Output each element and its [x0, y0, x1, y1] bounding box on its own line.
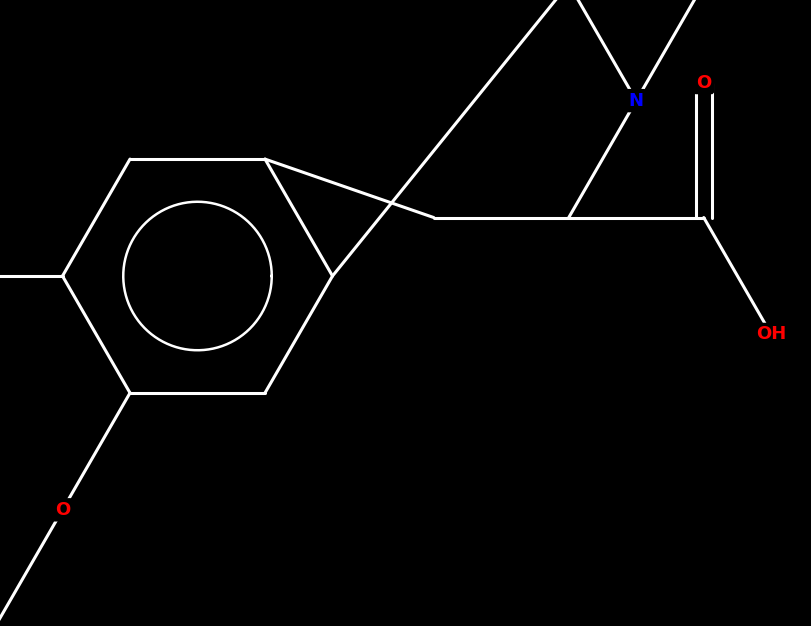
- Text: O: O: [695, 73, 710, 91]
- Text: N: N: [628, 91, 643, 110]
- Text: OH: OH: [755, 326, 785, 344]
- Text: O: O: [55, 501, 70, 519]
